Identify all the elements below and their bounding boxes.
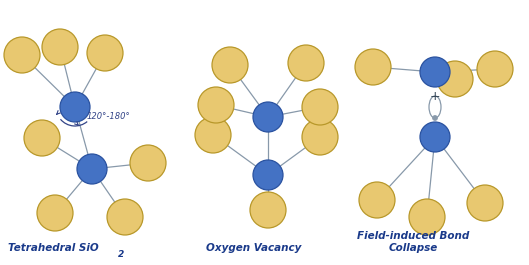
Circle shape [409,199,445,235]
Text: 2: 2 [118,250,124,259]
Circle shape [107,199,143,235]
Circle shape [77,154,107,184]
Circle shape [130,145,166,181]
Circle shape [212,47,248,83]
Circle shape [420,57,450,87]
Circle shape [355,49,391,85]
Text: 120°-180°: 120°-180° [87,112,131,121]
Circle shape [359,182,395,218]
Circle shape [467,185,503,221]
Circle shape [60,92,90,122]
Circle shape [253,160,283,190]
Circle shape [195,117,231,153]
Circle shape [4,37,40,73]
Circle shape [477,51,513,87]
Text: Oxygen Vacancy: Oxygen Vacancy [206,243,302,253]
Circle shape [37,195,73,231]
Circle shape [87,35,123,71]
Circle shape [420,122,450,152]
Circle shape [253,102,283,132]
Circle shape [433,116,437,121]
Circle shape [250,192,286,228]
Text: Field-induced Bond
Collapse: Field-induced Bond Collapse [357,231,469,253]
Circle shape [288,45,324,81]
Circle shape [198,87,234,123]
Text: Tetrahedral SiO: Tetrahedral SiO [8,243,99,253]
Text: +: + [430,91,440,104]
Circle shape [302,89,338,125]
Circle shape [437,61,473,97]
Circle shape [24,120,60,156]
Circle shape [42,29,78,65]
Circle shape [302,119,338,155]
